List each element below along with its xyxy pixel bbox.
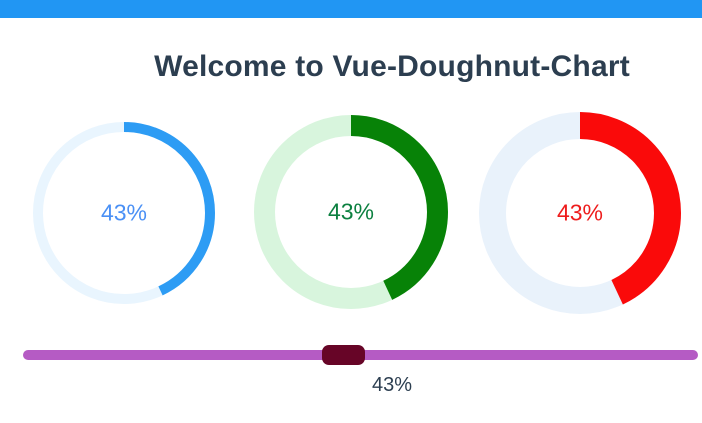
doughnut-percent-label: 43% <box>327 198 375 225</box>
top-bar <box>0 0 702 18</box>
doughnut-percent-label: 43% <box>556 199 604 226</box>
slider-value-label: 43% <box>371 374 413 396</box>
page-title: Welcome to Vue-Doughnut-Chart <box>154 50 630 83</box>
doughnut-chart-blue: 43% <box>33 122 215 304</box>
doughnut-ring-svg <box>254 115 448 309</box>
doughnut-chart-green: 43% <box>254 115 448 309</box>
slider-thumb[interactable] <box>322 345 365 365</box>
doughnut-percent-label: 43% <box>100 199 148 226</box>
doughnut-ring-svg <box>479 112 681 314</box>
doughnut-ring-svg <box>33 122 215 304</box>
doughnut-chart-red: 43% <box>479 112 681 314</box>
